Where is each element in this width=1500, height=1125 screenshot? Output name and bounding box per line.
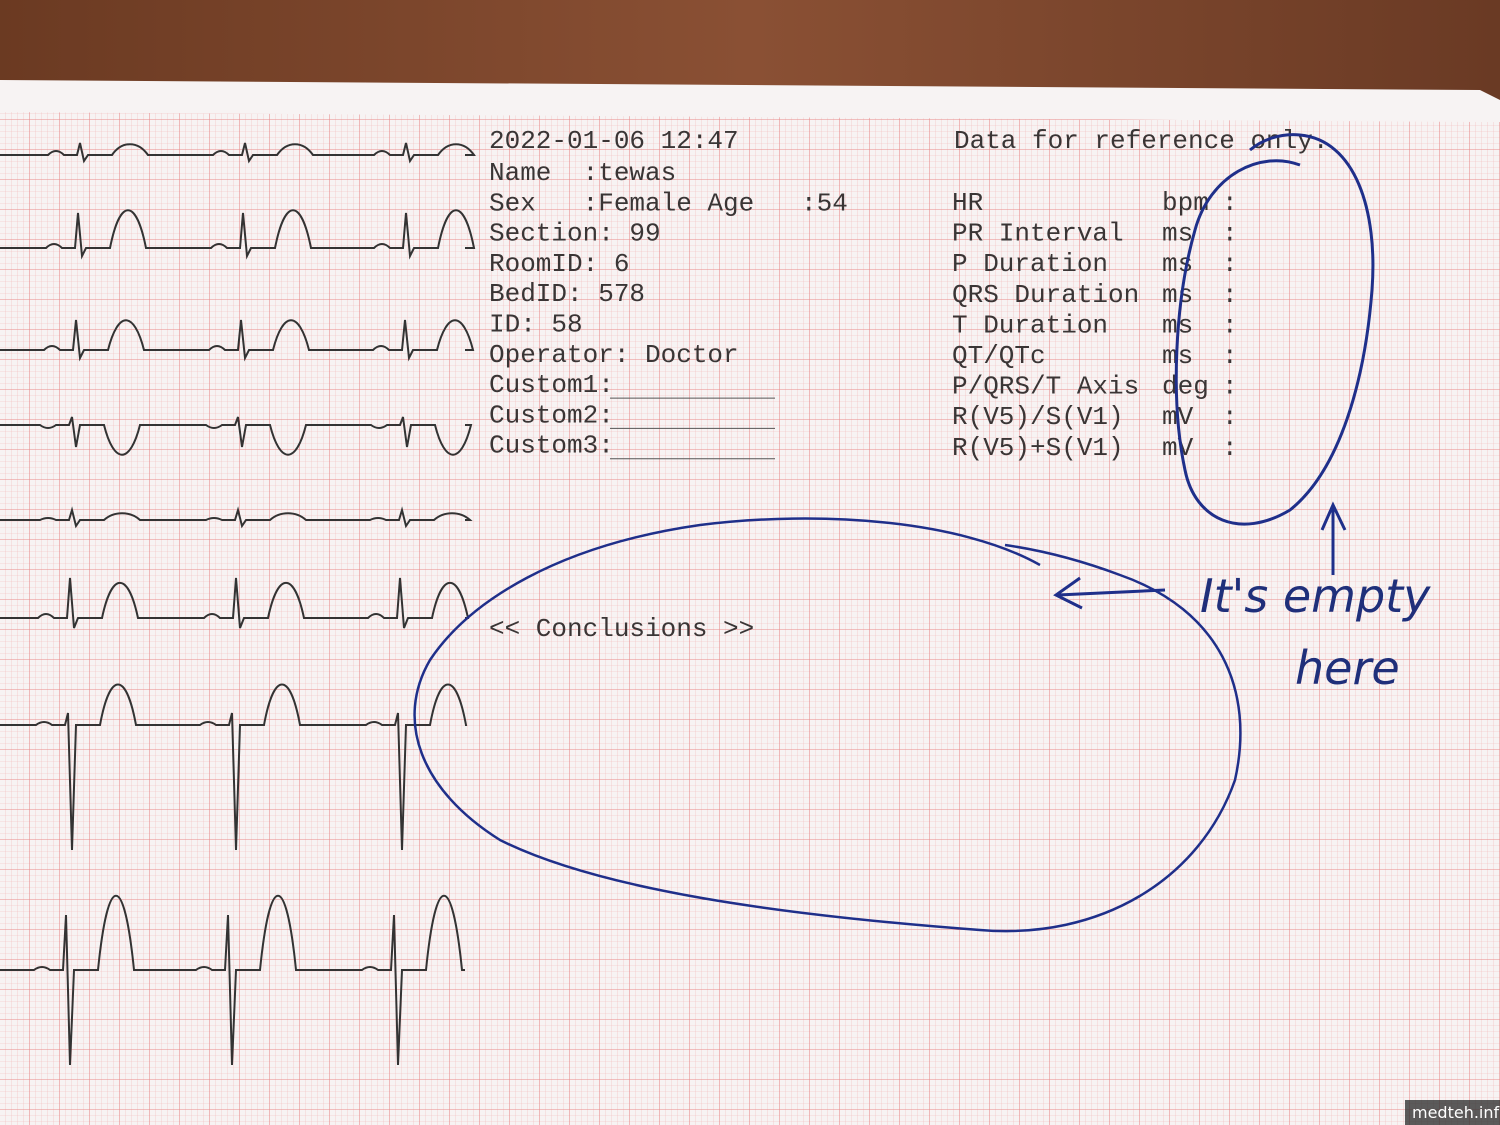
measure-colon: : (1222, 372, 1238, 402)
patient-line: Name :tewas (489, 158, 676, 188)
measure-colon: : (1222, 188, 1238, 218)
measure-colon: : (1222, 402, 1238, 432)
measure-colon: : (1222, 280, 1238, 310)
measurements: HR bpm:PR Interval ms:P Duration ms:QRS Dur… (952, 188, 1238, 463)
ecg-lead (0, 416, 473, 456)
patient-line: Custom3: (489, 431, 614, 461)
ecg-lead (0, 506, 473, 529)
conclusions-heading: << Conclusions >> (489, 614, 754, 644)
disclaimer: Data for reference only. (954, 126, 1328, 156)
ecg-lead (0, 319, 475, 362)
measure-label: P Duration (952, 249, 1108, 279)
patient-line: BedID: 578 (489, 279, 645, 309)
measure-unit: ms (1162, 280, 1193, 310)
arrow-up (1320, 501, 1347, 575)
measure-colon: : (1222, 310, 1238, 340)
measure-unit: deg (1162, 372, 1209, 402)
patient-line: RoomID: 6 (489, 249, 629, 279)
ellipse-conclusions (413, 517, 1242, 933)
measure-label: QRS Duration (952, 280, 1139, 310)
measure-colon: : (1222, 433, 1238, 463)
ellipse-values (1174, 133, 1375, 526)
measure-label: T Duration (952, 310, 1108, 340)
patient-line: Sex :Female Age :54 (489, 188, 848, 218)
watermark-bg (1405, 1100, 1500, 1125)
measure-colon: : (1222, 341, 1238, 371)
ecg-lead (0, 142, 476, 164)
ecg-lead (0, 577, 470, 629)
measure-label: R(V5)/S(V1) (952, 402, 1124, 432)
ink-marks (413, 133, 1375, 933)
annotation-line: It's empty (1200, 569, 1431, 623)
ecg-lead (0, 209, 476, 260)
measure-colon: : (1222, 219, 1238, 249)
patient-line: Operator: Doctor (489, 340, 739, 370)
measure-unit: mV (1162, 433, 1194, 463)
ecg-lead (0, 895, 465, 1066)
patient-line: Custom1: (489, 370, 614, 400)
patient-line: Custom2: (489, 400, 614, 430)
measure-label: P/QRS/T Axis (952, 372, 1139, 402)
measure-colon: : (1222, 249, 1238, 279)
measure-unit: ms (1162, 219, 1193, 249)
measure-label: R(V5)+S(V1) (952, 433, 1124, 463)
datetime: 2022-01-06 12:47 (489, 126, 739, 156)
patient-line: ID: 58 (489, 310, 583, 340)
measure-label: PR Interval (952, 219, 1124, 249)
arrow-left (1053, 576, 1166, 610)
measure-label: QT/QTc (952, 341, 1046, 371)
ecg-traces (0, 142, 476, 1066)
ecg-grid (0, 112, 1500, 1125)
patient-line: Section: 99 (489, 219, 661, 249)
ecg-lead (0, 683, 468, 851)
annotation-line: here (1295, 641, 1400, 695)
measure-label: HR (952, 188, 983, 218)
watermark: medteh.info (1412, 1103, 1500, 1122)
